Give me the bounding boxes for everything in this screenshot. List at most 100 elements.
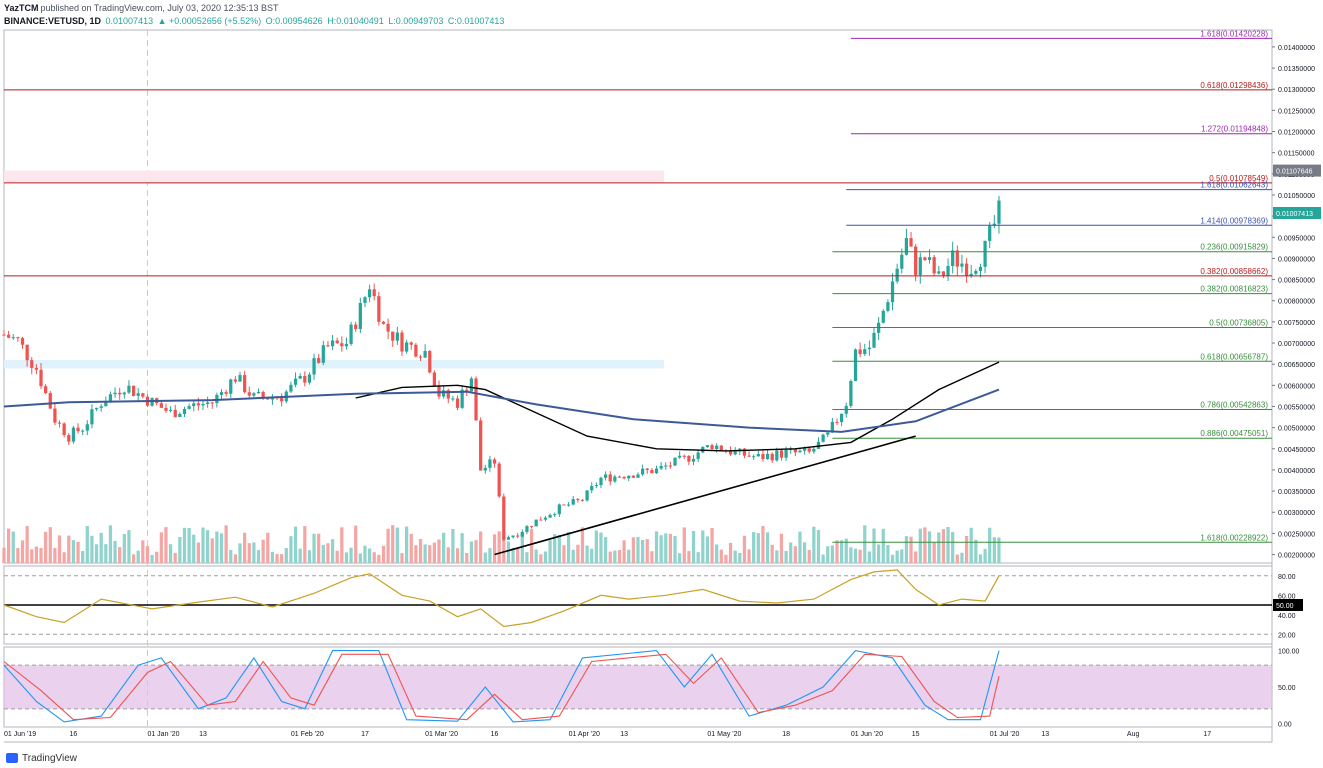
candle-body: [141, 393, 145, 397]
volume-bar: [187, 528, 191, 563]
candle-body: [423, 351, 427, 358]
volume-bar: [673, 535, 677, 563]
candle-body: [525, 526, 529, 532]
candle-body: [20, 338, 25, 345]
volume-bar: [104, 544, 108, 563]
symbol-label[interactable]: BINANCE:VETUSD, 1D: [4, 16, 102, 26]
candle-body: [492, 459, 497, 464]
rsi-panel: 80.00 60.00 40.00 20.00 50.00: [3, 569, 1303, 639]
candle-body: [770, 453, 774, 461]
candle-body: [840, 413, 844, 422]
price-tick-label: 0.01350000: [1278, 66, 1315, 73]
candle-body: [951, 250, 955, 266]
candle-body: [678, 455, 682, 458]
volume-bar: [969, 527, 973, 563]
support-zone: [4, 359, 664, 369]
candle-body: [997, 200, 1001, 224]
candle-body: [321, 345, 325, 363]
price-tick-label: 0.00450000: [1278, 447, 1315, 454]
candle-body: [571, 499, 575, 505]
fib-level-label: 0.618(0.01298436): [1200, 81, 1268, 90]
volume-bar: [113, 540, 117, 563]
candle-body: [937, 271, 941, 274]
candle-body: [437, 385, 441, 397]
rsi-tick-label: 80.00: [1278, 574, 1296, 581]
stoch-rsi-panel: 100.00 50.00 0.00: [3, 649, 1300, 728]
volume-bar: [849, 547, 853, 563]
time-tick-label: 13: [199, 731, 207, 738]
candle-body: [904, 238, 909, 255]
volume-bar: [442, 532, 446, 563]
volume-bar: [890, 554, 895, 563]
volume-bar: [224, 525, 228, 563]
candle-body: [16, 337, 20, 339]
price-tick-label: 0.01300000: [1278, 87, 1315, 94]
candle-body: [733, 451, 737, 455]
candle-body: [867, 347, 872, 350]
time-tick-label: 17: [361, 731, 369, 738]
volume-bar: [340, 527, 344, 563]
candle-body: [687, 455, 691, 462]
volume-bar: [178, 536, 182, 563]
volume-bar: [284, 548, 288, 563]
candle-body: [168, 409, 173, 411]
candle-body: [178, 413, 182, 418]
candle-body: [247, 392, 251, 396]
candle-body: [812, 448, 816, 452]
candle-body: [960, 263, 964, 267]
volume-bar: [349, 547, 353, 563]
volume-bar: [358, 553, 362, 563]
candle-body: [94, 407, 99, 410]
candle-body: [853, 349, 858, 382]
candle-body: [460, 389, 464, 408]
candle-body: [201, 403, 205, 406]
rsi-tick-label: 60.00: [1278, 593, 1296, 600]
volume-bar: [955, 554, 959, 563]
fib-level-label: 0.618(0.00656787): [1200, 352, 1268, 361]
candle-body: [363, 297, 367, 303]
volume-bar: [48, 527, 52, 563]
candle-body: [39, 369, 43, 387]
volume-bar: [927, 531, 932, 563]
candle-body: [44, 386, 48, 394]
candle-body: [821, 434, 825, 442]
price-panel: 0.01400000 0.01350000 0.01300000 0.01250000…: [2, 29, 1321, 727]
candle-body: [562, 504, 566, 506]
volume-bar: [724, 554, 728, 563]
candle-body: [483, 467, 487, 471]
volume-bar: [659, 535, 663, 563]
time-tick-label: Aug: [1127, 731, 1140, 738]
candle-body: [99, 406, 103, 408]
volume-bar: [455, 548, 460, 563]
candle-body: [978, 266, 983, 271]
author-name[interactable]: YazTCM: [4, 3, 39, 13]
volume-bar: [752, 532, 756, 563]
volume-bar: [90, 535, 94, 563]
volume-bar: [317, 533, 321, 563]
volume-bar: [192, 534, 196, 563]
tradingview-footer[interactable]: TradingView: [6, 750, 77, 766]
candle-body: [914, 246, 918, 275]
candle-body: [243, 375, 247, 393]
candle-body: [594, 485, 598, 487]
moving-average-blue: [3, 388, 1000, 433]
fib-level-label: 1.618(0.01420228): [1200, 29, 1268, 38]
volume-bar: [326, 543, 330, 563]
volume-bar: [525, 552, 529, 563]
volume-bar: [580, 527, 585, 563]
last-price: 0.01007413: [105, 16, 154, 26]
volume-bar: [395, 527, 399, 563]
price-tick-label: 0.00300000: [1278, 510, 1315, 517]
candle-body: [756, 454, 760, 457]
volume-bar: [983, 548, 987, 563]
volume-bar: [381, 545, 386, 563]
volume-bar: [62, 552, 66, 563]
prev-high-badge: [1273, 164, 1321, 177]
volume-bar: [904, 536, 909, 563]
volume-bar: [479, 531, 483, 563]
volume-bar: [511, 547, 515, 563]
candle-body: [122, 392, 126, 395]
candle-body: [927, 257, 932, 261]
candle-body: [798, 450, 802, 453]
